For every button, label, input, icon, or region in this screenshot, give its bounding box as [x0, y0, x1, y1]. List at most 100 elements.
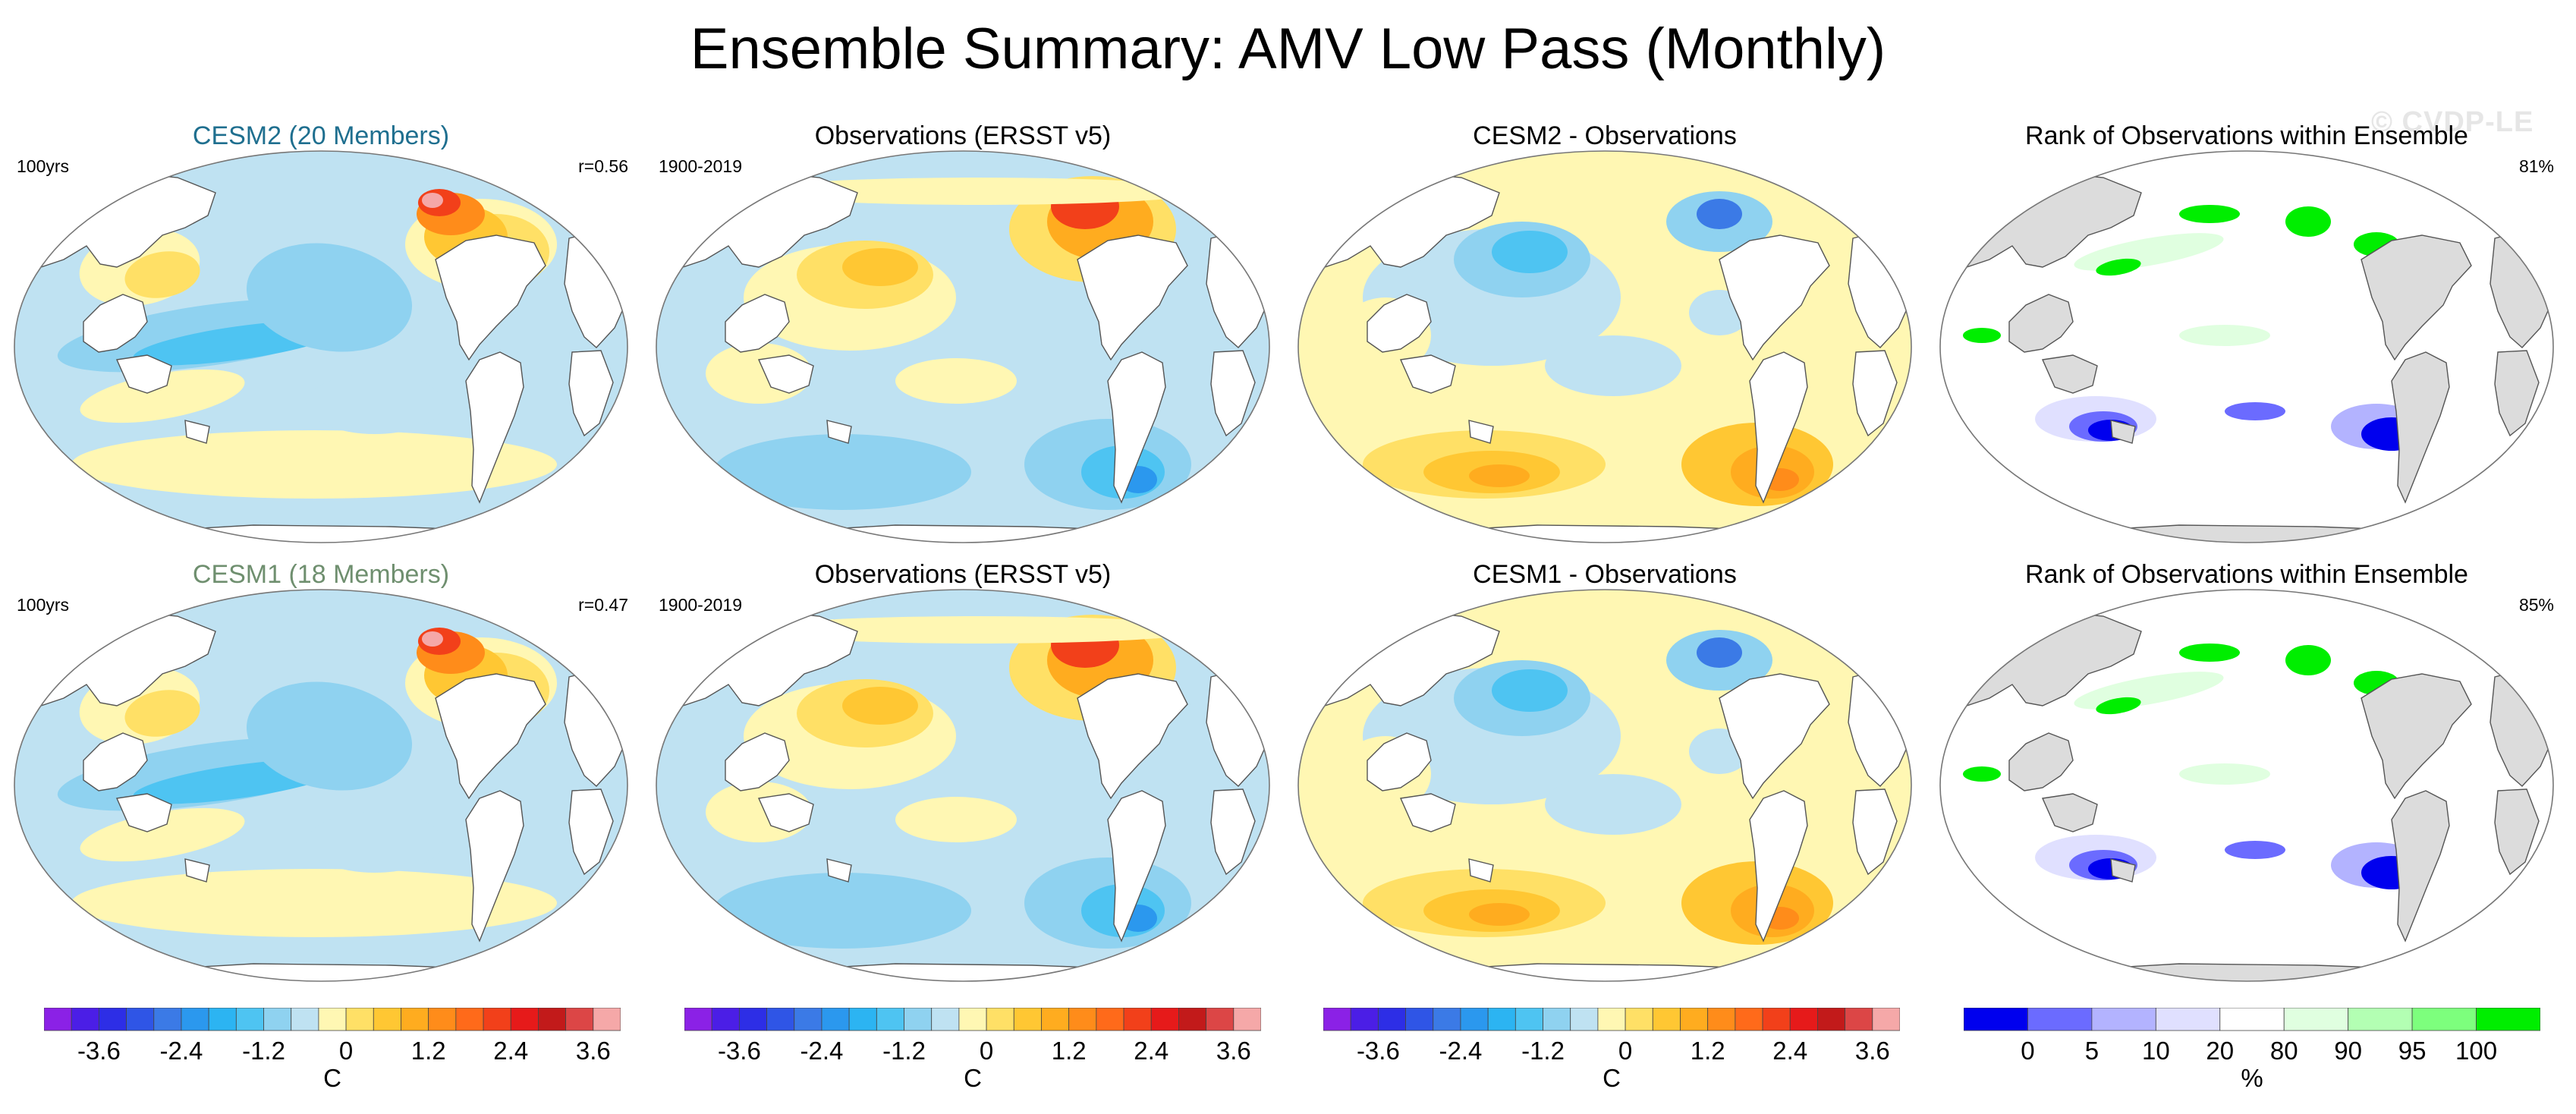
colorbar-swatch: [931, 1008, 960, 1031]
colorbar-rank: % 0 5 10 20 80 90 95 100: [1964, 1008, 2540, 1092]
colorbar-swatch: [1460, 1008, 1489, 1031]
colorbar-swatch: [1350, 1008, 1379, 1031]
colorbar-swatch: [263, 1008, 292, 1031]
colorbar-swatch: [455, 1008, 484, 1031]
colorbar-swatch: [1150, 1008, 1179, 1031]
map-panel-observations: Observations (ERSST v5) 1900-2019: [642, 545, 1284, 1000]
figure-title: Ensemble Summary: AMV Low Pass (Monthly): [690, 17, 1886, 81]
colorbar-temperature-2: C -3.6 -2.4 -1.2 0 1.2 2.4 3.6: [684, 1008, 1261, 1092]
colorbar-swatch: [483, 1008, 511, 1031]
colorbar-tick-label: 0: [338, 1037, 354, 1065]
colorbar-tick-label: 5: [2084, 1037, 2099, 1065]
colorbar-swatch: [738, 1008, 767, 1031]
world-map: [1939, 589, 2554, 982]
colorbar-swatch: [318, 1008, 347, 1031]
colorbar-swatch: [684, 1008, 712, 1031]
colorbar-swatch: [904, 1008, 933, 1031]
colorbar-tick-label: -1.2: [1521, 1037, 1565, 1065]
colorbar-tick-label: -3.6: [77, 1037, 121, 1065]
map-panel-observations: Observations (ERSST v5) 1900-2019: [642, 106, 1284, 562]
panel-right-label: r=0.56: [578, 156, 628, 176]
colorbar-swatch: [1514, 1008, 1543, 1031]
colorbar-swatch: [1543, 1008, 1571, 1031]
colorbar-swatch: [373, 1008, 401, 1031]
colorbar-tick-label: 2.4: [1134, 1037, 1169, 1065]
colorbar-swatch: [1964, 1008, 2028, 1031]
colorbar-swatch: [1013, 1008, 1042, 1031]
colorbar-swatch: [1817, 1008, 1846, 1031]
colorbar-swatch: [1323, 1008, 1351, 1031]
colorbar-tick-label: 3.6: [1216, 1037, 1251, 1065]
colorbar-swatches: [1323, 1008, 1900, 1031]
colorbar-swatch: [1233, 1008, 1261, 1031]
panel-title: Observations (ERSST v5): [814, 560, 1112, 589]
colorbar-tick-label: 2.4: [493, 1037, 529, 1065]
world-map: [14, 150, 628, 543]
colorbar-tick-label: -1.2: [882, 1037, 926, 1065]
colorbar-swatches: [684, 1008, 1261, 1031]
panel-right-label: r=0.47: [578, 595, 628, 615]
colorbar-swatch: [848, 1008, 877, 1031]
colorbar-swatch: [1845, 1008, 1873, 1031]
colorbar-tick-label: -2.4: [1439, 1037, 1483, 1065]
panel-title: CESM2 (20 Members): [192, 121, 450, 150]
colorbar-swatch: [1123, 1008, 1152, 1031]
map-panel-cesm2-minus-obs: CESM2 - Observations: [1284, 106, 1926, 562]
colorbar-swatch: [794, 1008, 822, 1031]
map-panel-cesm2-ensemble-mean: CESM2 (20 Members) 100yrs r=0.56: [0, 106, 642, 562]
colorbar-swatch: [1377, 1008, 1406, 1031]
colorbar-unit: C: [964, 1064, 982, 1092]
colorbar-tick-label: 80: [2269, 1037, 2298, 1065]
colorbar-swatch: [2411, 1008, 2477, 1031]
colorbar-tick-label: 1.2: [1051, 1037, 1087, 1065]
colorbar-tick-label: 2.4: [1772, 1037, 1808, 1065]
panel-title: Rank of Observations within Ensemble: [2025, 121, 2468, 150]
colorbar-tick-label: 3.6: [575, 1037, 611, 1065]
colorbar-swatches: [1964, 1008, 2540, 1031]
colorbar-swatch: [2155, 1008, 2221, 1031]
colorbar-swatch: [1096, 1008, 1124, 1031]
colorbar-swatch: [1625, 1008, 1653, 1031]
map-panel-cesm1-ensemble-mean: CESM1 (18 Members) 100yrs r=0.47: [0, 545, 642, 1000]
colorbar-tick-label: 95: [2398, 1037, 2427, 1065]
world-map: [656, 150, 1270, 543]
colorbar-swatch: [345, 1008, 374, 1031]
colorbar-tick-label: -2.4: [159, 1037, 203, 1065]
colorbar-tick-label: 20: [2206, 1037, 2235, 1065]
panel-left-label: 100yrs: [17, 595, 70, 615]
colorbar-swatch: [1652, 1008, 1681, 1031]
colorbar-swatch: [2348, 1008, 2413, 1031]
map-panel-cesm2-rank: Rank of Observations within Ensemble 81%: [1926, 106, 2568, 562]
colorbar-swatch: [1707, 1008, 1736, 1031]
colorbar-swatch: [71, 1008, 99, 1031]
colorbar-unit: C: [1603, 1064, 1621, 1092]
colorbar-swatch: [1872, 1008, 1900, 1031]
colorbar-swatch: [510, 1008, 539, 1031]
world-map: [656, 589, 1270, 982]
world-map: [1939, 150, 2554, 543]
colorbar-swatch: [208, 1008, 237, 1031]
colorbar-tick-label: -3.6: [1356, 1037, 1400, 1065]
panel-left-label: 100yrs: [17, 156, 70, 176]
colorbar-tick-label: 1.2: [410, 1037, 446, 1065]
colorbar-swatch: [1405, 1008, 1434, 1031]
panel-right-label: 81%: [2518, 156, 2554, 176]
colorbar-swatch: [1735, 1008, 1763, 1031]
colorbar-swatch: [538, 1008, 567, 1031]
colorbar-swatch: [98, 1008, 127, 1031]
watermark: © CVDP-LE: [2371, 106, 2534, 138]
colorbar-swatch: [821, 1008, 850, 1031]
colorbar-swatch: [766, 1008, 795, 1031]
colorbar-swatch: [2283, 1008, 2349, 1031]
colorbar-swatch: [1068, 1008, 1097, 1031]
colorbar-unit: %: [2241, 1064, 2263, 1092]
colorbar-swatch: [876, 1008, 904, 1031]
colorbar-swatch: [235, 1008, 264, 1031]
colorbar-swatch: [1206, 1008, 1235, 1031]
colorbar-swatch: [153, 1008, 182, 1031]
colorbar-swatches: [44, 1008, 621, 1031]
colorbar-swatch: [711, 1008, 740, 1031]
colorbar-swatch: [1680, 1008, 1709, 1031]
colorbar-tick-label: 1.2: [1690, 1037, 1725, 1065]
colorbar-tick-label: 10: [2141, 1037, 2170, 1065]
